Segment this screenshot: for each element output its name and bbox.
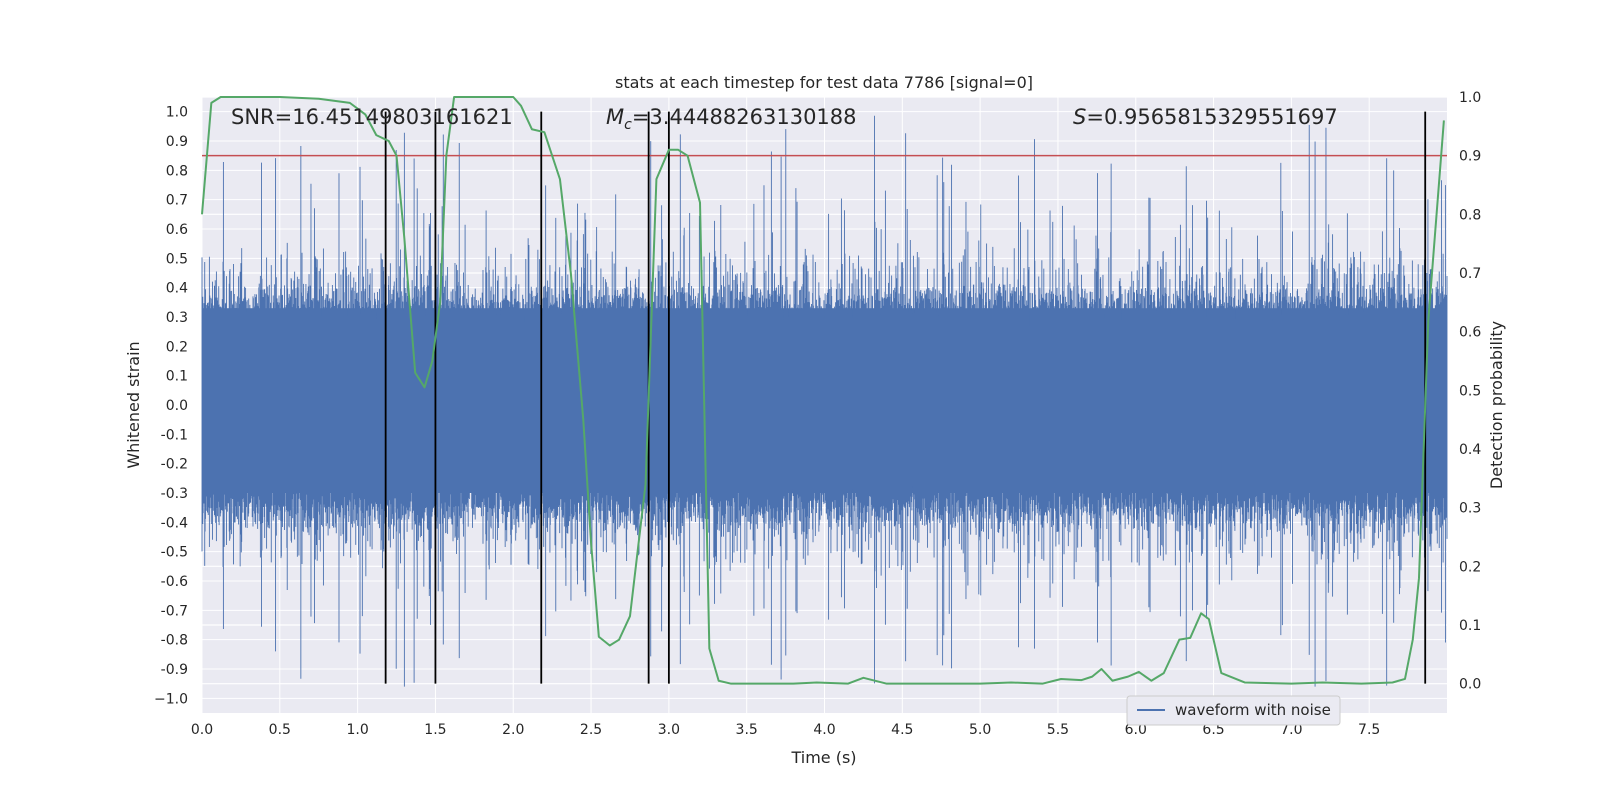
left-y-tick-label: -0.6: [161, 574, 188, 590]
left-y-tick-label: 0.1: [166, 369, 188, 385]
left-y-tick-label: -0.7: [161, 603, 188, 619]
x-tick-label: 2.0: [502, 722, 524, 738]
probability-series: [201, 96, 1445, 685]
snr-annotation: SNR=16.45149803161621: [231, 105, 513, 129]
left-y-tick-label: −1.0: [154, 691, 188, 707]
x-tick-label: 2.5: [580, 722, 602, 738]
x-tick-label: 7.5: [1358, 722, 1380, 738]
score-annotation: S=0.9565815329551697: [1073, 105, 1338, 129]
left-y-tick-label: 0.6: [166, 222, 188, 238]
right-y-tick-label: 0.7: [1459, 266, 1481, 282]
right-y-tick-label: 0.5: [1459, 383, 1481, 399]
chirp-mass-annotation: Mc=3.44488263130188: [606, 105, 857, 133]
left-y-tick-label: -0.4: [161, 515, 188, 531]
x-tick-label: 5.0: [969, 722, 991, 738]
left-y-axis-label: Whitened strain: [124, 341, 143, 468]
right-y-tick-label: 0.3: [1459, 501, 1481, 517]
right-y-tick-label: 0.0: [1459, 677, 1481, 693]
right-y-tick-label: 0.6: [1459, 325, 1481, 341]
x-tick-label: 6.5: [1202, 722, 1224, 738]
left-y-tick-label: 0.5: [166, 251, 188, 267]
right-y-tick-label: 1.0: [1459, 90, 1481, 106]
probability-line: [201, 96, 1445, 685]
left-y-tick-label: -0.5: [161, 545, 188, 561]
left-y-tick-label: 0.9: [166, 134, 188, 150]
left-y-tick-labels: 1.0 0.9 0.8 0.7 0.6 0.5 0.4 0.3 0.2 0.1 0.0 -0.1 -0.…: [154, 105, 188, 708]
x-tick-labels: 0.0 0.5 1.0 1.5 2.0 2.5 3.0 3.5 4.0 4.5 5.0 5.5 6.0 6…: [191, 722, 1380, 738]
x-tick-label: 5.5: [1047, 722, 1069, 738]
score-symbol: S: [1073, 105, 1086, 129]
waveform-trace: [201, 115, 1448, 687]
left-y-tick-label: 0.4: [166, 281, 188, 297]
legend-label: waveform with noise: [1175, 701, 1331, 719]
x-tick-label: 1.0: [346, 722, 368, 738]
legend: waveform with noise: [1126, 695, 1341, 726]
x-tick-label: 3.5: [736, 722, 758, 738]
right-y-axis-label: Detection probability: [1487, 321, 1506, 489]
chart-title: stats at each timestep for test data 778…: [615, 73, 1033, 92]
x-tick-label: 4.0: [813, 722, 835, 738]
right-y-tick-label: 0.4: [1459, 442, 1481, 458]
score-value: =0.9565815329551697: [1086, 105, 1337, 129]
left-y-tick-label: -0.9: [161, 662, 188, 678]
left-y-tick-label: 0.8: [166, 163, 188, 179]
x-tick-label: 6.0: [1125, 722, 1147, 738]
right-y-tick-label: 0.1: [1459, 618, 1481, 634]
left-y-tick-label: -0.1: [161, 427, 188, 443]
vertical-markers: [384, 111, 1427, 684]
x-axis-label: Time (s): [790, 748, 856, 767]
x-tick-label: 1.5: [424, 722, 446, 738]
left-y-tick-label: 0.3: [166, 310, 188, 326]
chirp-mass-value: =3.44488263130188: [632, 105, 857, 129]
right-y-tick-label: 0.2: [1459, 559, 1481, 575]
left-y-tick-label: -0.8: [161, 633, 188, 649]
legend-box: [1126, 695, 1341, 726]
right-y-tick-labels: 1.0 0.9 0.8 0.7 0.6 0.5 0.4 0.3 0.2 0.1 0.0: [1459, 90, 1481, 693]
left-y-tick-label: 0.2: [166, 339, 188, 355]
x-tick-label: 3.0: [658, 722, 680, 738]
x-tick-label: 0.5: [269, 722, 291, 738]
right-y-tick-label: 0.9: [1459, 149, 1481, 165]
left-y-tick-label: -0.2: [161, 457, 188, 473]
chirp-mass-symbol: M: [606, 105, 624, 129]
left-y-tick-label: 0.0: [166, 398, 188, 414]
waveform-series: [201, 115, 1448, 687]
left-y-tick-label: 0.7: [166, 193, 188, 209]
left-y-tick-label: -0.3: [161, 486, 188, 502]
left-y-tick-label: 1.0: [166, 105, 188, 121]
x-tick-label: 4.5: [891, 722, 913, 738]
x-tick-label: 7.0: [1280, 722, 1302, 738]
right-y-tick-label: 0.8: [1459, 207, 1481, 223]
x-tick-label: 0.0: [191, 722, 213, 738]
chirp-mass-subscript: c: [624, 117, 632, 133]
